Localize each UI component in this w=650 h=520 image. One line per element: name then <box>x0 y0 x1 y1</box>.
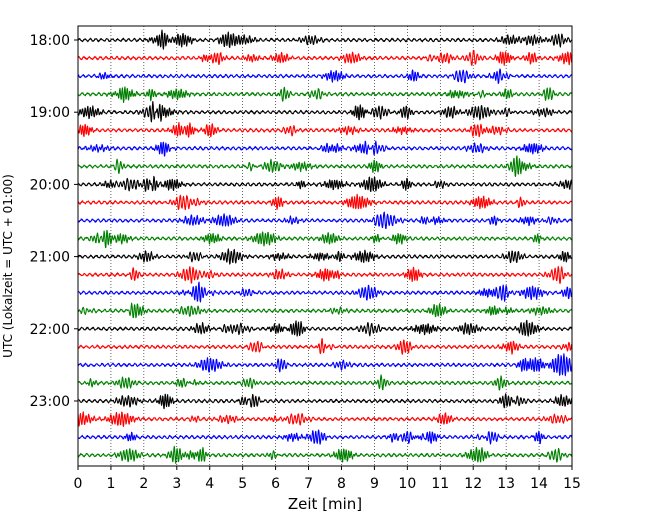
y-tick-label: 23:00 <box>30 394 70 410</box>
x-tick-label: 14 <box>530 476 548 492</box>
x-tick-label: 2 <box>139 476 148 492</box>
x-tick-label: 15 <box>563 476 581 492</box>
trace-line <box>77 101 573 123</box>
trace-line <box>77 49 573 66</box>
y-tick-label: 20:00 <box>30 177 70 193</box>
y-tick-label: 22:00 <box>30 322 70 338</box>
plot-frame <box>77 25 573 467</box>
trace-line <box>77 319 573 337</box>
trace-line <box>77 302 573 319</box>
y-axis-ticks: 18:00 19:00 20:00 21:00 22:00 23:00 <box>30 33 78 410</box>
x-tick-label: 0 <box>74 476 83 492</box>
y-tick-label: 21:00 <box>30 250 70 266</box>
x-tick-label: 9 <box>370 476 379 492</box>
x-tick-label: 8 <box>337 476 346 492</box>
trace-line <box>77 429 573 445</box>
trace-line <box>77 411 573 427</box>
x-tick-label: 5 <box>238 476 247 492</box>
seismic-traces <box>77 29 573 464</box>
trace-line <box>77 266 573 285</box>
x-tick-label: 13 <box>497 476 515 492</box>
trace-line <box>77 281 573 303</box>
x-axis-ticks: 0 1 2 3 4 5 6 7 8 9 10 11 12 13 14 15 <box>74 466 581 492</box>
trace-line <box>77 374 573 391</box>
y-axis-label: UTC (Lokalzeit = UTC + 01:00) <box>1 174 15 358</box>
trace-line <box>77 211 573 230</box>
trace-line <box>77 86 573 104</box>
grid-lines <box>110 26 540 466</box>
trace-line <box>77 445 573 464</box>
trace-line <box>77 175 573 193</box>
x-tick-label: 7 <box>304 476 313 492</box>
x-tick-label: 4 <box>205 476 214 492</box>
trace-line <box>77 338 573 355</box>
trace-line <box>77 229 573 249</box>
trace-line <box>77 29 573 50</box>
x-axis-label: Zeit [min] <box>288 495 362 513</box>
y-tick-label: 18:00 <box>30 33 70 49</box>
trace-line <box>77 155 573 177</box>
x-tick-label: 3 <box>172 476 181 492</box>
trace-line <box>77 140 573 157</box>
trace-line <box>77 248 573 265</box>
trace-line <box>77 353 573 377</box>
trace-line <box>77 68 573 84</box>
y-tick-label: 19:00 <box>30 105 70 121</box>
x-tick-label: 11 <box>431 476 449 492</box>
x-tick-label: 12 <box>464 476 482 492</box>
trace-line <box>77 193 573 211</box>
x-tick-label: 1 <box>106 476 115 492</box>
trace-line <box>77 121 573 138</box>
x-tick-label: 10 <box>398 476 416 492</box>
trace-line <box>77 393 573 410</box>
x-tick-label: 6 <box>271 476 280 492</box>
